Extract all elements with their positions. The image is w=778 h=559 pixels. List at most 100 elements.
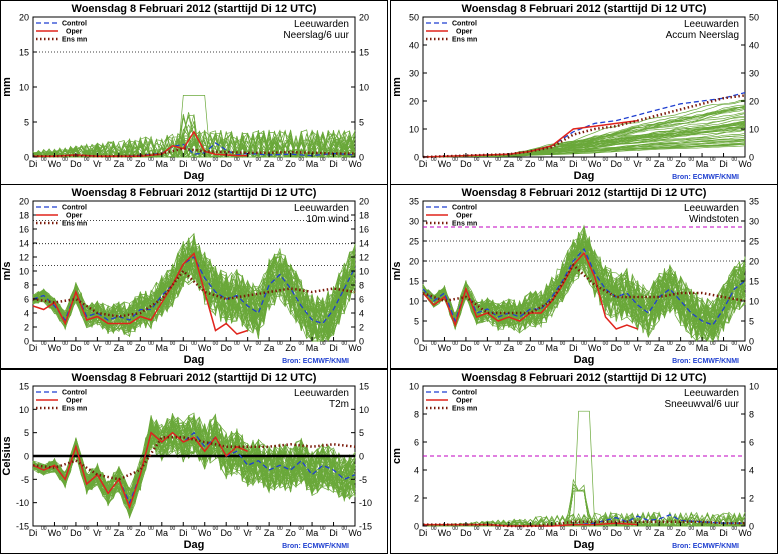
x-minor-tick-label: 00 bbox=[299, 526, 305, 532]
x-minor-tick-label: 00 bbox=[105, 526, 111, 532]
x-minor-tick-label: 00 bbox=[517, 341, 523, 347]
x-minor-tick-label: 00 bbox=[84, 157, 90, 163]
x-minor-tick-label: 00 bbox=[517, 526, 523, 532]
variable-label: Accum Neerslag bbox=[666, 30, 739, 41]
y-tick-label: 20 bbox=[409, 97, 419, 107]
x-minor-tick-label: 00 bbox=[603, 157, 609, 163]
source-credit: Bron: ECMWF/KNMI bbox=[282, 358, 349, 365]
x-tick-label: Za bbox=[504, 159, 515, 169]
y-tick-label: 4 bbox=[414, 466, 419, 476]
y-tick-label: 10 bbox=[409, 125, 419, 135]
x-tick-label: Vr bbox=[243, 159, 252, 169]
x-tick-label: Di bbox=[179, 159, 188, 169]
x-minor-tick-label: 00 bbox=[667, 526, 673, 532]
x-minor-tick-label: 00 bbox=[148, 341, 154, 347]
panel-windstoten: Woensdag 8 Februari 2012 (starttijd Di 1… bbox=[390, 184, 778, 369]
y2-tick-label: -15 bbox=[359, 522, 372, 532]
x-minor-tick-label: 00 bbox=[105, 157, 111, 163]
y-tick-label: 5 bbox=[24, 118, 29, 128]
ensemble-member-line bbox=[33, 132, 355, 158]
x-axis-label: Dag bbox=[184, 539, 205, 551]
y-tick-label: 15 bbox=[19, 382, 29, 392]
location-label: Leeuwarden bbox=[684, 388, 739, 399]
x-tick-label: Ma bbox=[546, 343, 559, 353]
x-tick-label: Ma bbox=[306, 159, 319, 169]
x-minor-tick-label: 00 bbox=[560, 157, 566, 163]
ensemble-member-line bbox=[32, 415, 356, 498]
y2-tick-label: 20 bbox=[359, 197, 369, 207]
y2-tick-label: 5 bbox=[359, 118, 364, 128]
x-minor-tick-label: 00 bbox=[538, 341, 544, 347]
y-tick-label: 10 bbox=[19, 83, 29, 93]
legend-label: Oper bbox=[456, 213, 473, 220]
x-minor-tick-label: 00 bbox=[581, 341, 587, 347]
x-tick-label: Do bbox=[220, 528, 232, 538]
legend-label: Control bbox=[62, 205, 87, 212]
panel-frame bbox=[0, 369, 388, 554]
x-minor-tick-label: 00 bbox=[148, 157, 154, 163]
x-minor-tick-label: 00 bbox=[84, 526, 90, 532]
source-credit: Bron: ECMWF/KNMI bbox=[672, 174, 739, 181]
y2-tick-label: 10 bbox=[359, 267, 369, 277]
y2-tick-label: 4 bbox=[749, 466, 754, 476]
panel-frame bbox=[390, 0, 778, 185]
y-tick-label: 15 bbox=[409, 277, 419, 287]
variable-label: Neerslag/6 uur bbox=[283, 30, 349, 41]
x-tick-label: Do bbox=[610, 343, 622, 353]
x-tick-label: Di bbox=[419, 343, 428, 353]
x-axis-label: Dag bbox=[574, 354, 595, 366]
x-minor-tick-label: 00 bbox=[646, 157, 652, 163]
x-minor-tick-label: 00 bbox=[191, 526, 197, 532]
x-tick-label: Vr bbox=[483, 343, 492, 353]
x-tick-label: Ma bbox=[696, 528, 709, 538]
x-tick-label: Zo bbox=[285, 159, 296, 169]
x-tick-label: Za bbox=[114, 159, 125, 169]
y2-tick-label: -5 bbox=[359, 475, 367, 485]
x-tick-label: Za bbox=[114, 528, 125, 538]
x-minor-tick-label: 00 bbox=[127, 341, 133, 347]
x-minor-tick-label: 00 bbox=[667, 157, 673, 163]
x-minor-tick-label: 00 bbox=[689, 526, 695, 532]
y2-tick-label: 10 bbox=[359, 405, 369, 415]
ensemble-member-line bbox=[32, 419, 356, 502]
x-tick-label: Vr bbox=[483, 528, 492, 538]
y-tick-label: 35 bbox=[409, 197, 419, 207]
x-tick-label: Ma bbox=[156, 343, 169, 353]
x-tick-label: Za bbox=[504, 528, 515, 538]
y-tick-label: 20 bbox=[19, 13, 29, 23]
y-tick-label: 30 bbox=[409, 69, 419, 79]
panel-title: Woensdag 8 Februari 2012 (starttijd Di 1… bbox=[72, 3, 317, 15]
x-tick-label: Wo bbox=[438, 159, 451, 169]
y2-tick-label: 40 bbox=[749, 41, 759, 51]
x-tick-label: Vr bbox=[93, 343, 102, 353]
plot-area bbox=[422, 16, 746, 158]
y-tick-label: 2 bbox=[414, 494, 419, 504]
ensemble-member-line bbox=[422, 107, 746, 158]
y2-tick-label: 5 bbox=[359, 428, 364, 438]
x-minor-tick-label: 00 bbox=[495, 341, 501, 347]
x-minor-tick-label: 00 bbox=[341, 157, 347, 163]
x-tick-label: Za bbox=[504, 343, 515, 353]
x-tick-label: Wo bbox=[198, 343, 211, 353]
y2-tick-label: 10 bbox=[749, 382, 759, 392]
x-tick-label: Di bbox=[569, 159, 578, 169]
panel-title: Woensdag 8 Februari 2012 (starttijd Di 1… bbox=[462, 187, 707, 199]
y-tick-label: 8 bbox=[414, 410, 419, 420]
x-axis-label: Dag bbox=[574, 539, 595, 551]
x-tick-label: Wo bbox=[198, 159, 211, 169]
x-minor-tick-label: 00 bbox=[581, 157, 587, 163]
x-minor-tick-label: 00 bbox=[731, 341, 737, 347]
panel-accum: Woensdag 8 Februari 2012 (starttijd Di 1… bbox=[390, 0, 778, 185]
x-minor-tick-label: 00 bbox=[277, 157, 283, 163]
x-minor-tick-label: 00 bbox=[41, 341, 47, 347]
x-minor-tick-label: 00 bbox=[277, 341, 283, 347]
y-tick-label: 6 bbox=[414, 438, 419, 448]
x-minor-tick-label: 00 bbox=[41, 526, 47, 532]
x-axis-label: Dag bbox=[184, 354, 205, 366]
location-label: Leeuwarden bbox=[294, 19, 349, 30]
x-minor-tick-label: 00 bbox=[581, 526, 587, 532]
ensemble-members bbox=[422, 224, 746, 343]
y2-tick-label: 16 bbox=[359, 225, 369, 235]
x-tick-label: Di bbox=[329, 343, 338, 353]
